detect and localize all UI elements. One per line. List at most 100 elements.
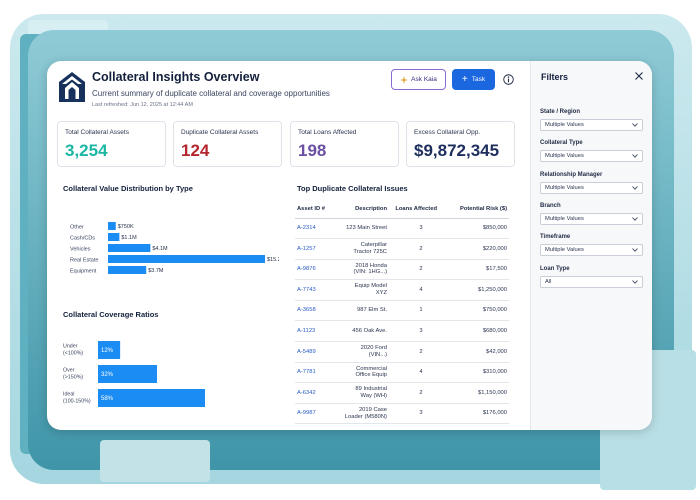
asset-id-cell[interactable]: A-5489 bbox=[295, 341, 333, 363]
duplicate-issues-table: Asset ID # Description Loans Affected Po… bbox=[295, 201, 509, 425]
category-label: (<100%) bbox=[63, 351, 83, 357]
column-header-loans-affected[interactable]: Loans Affected bbox=[389, 201, 439, 219]
asset-id-cell[interactable]: A-2314 bbox=[295, 218, 333, 240]
loans-affected-cell: 2 bbox=[389, 341, 439, 363]
filter-select[interactable]: Multiple Values bbox=[540, 150, 643, 162]
loans-affected-cell: 2 bbox=[389, 382, 439, 404]
filter-select[interactable]: All bbox=[540, 276, 643, 288]
filter-select[interactable]: Multiple Values bbox=[540, 213, 643, 225]
loans-affected-cell: 3 bbox=[389, 320, 439, 343]
category-label: Ideal bbox=[63, 392, 75, 398]
filter-select[interactable]: Multiple Values bbox=[540, 244, 643, 256]
table-row[interactable]: A-2314 123 Main Street 3 $850,000 bbox=[295, 218, 509, 240]
data-label: $4.1M bbox=[152, 246, 168, 252]
table-row[interactable]: A-9876 2018 Honda (VIN: 1HG...) 2 $17,500 bbox=[295, 259, 509, 281]
description-cell: Commercial Office Equip bbox=[333, 362, 389, 384]
category-label: Under bbox=[63, 344, 78, 350]
loans-affected-cell: 4 bbox=[389, 279, 439, 301]
column-header-potential-risk[interactable]: Potential Risk ($) bbox=[439, 201, 509, 219]
bar[interactable] bbox=[98, 341, 121, 359]
bar[interactable] bbox=[108, 222, 116, 230]
kpi-card-excess-collateral: Excess Collateral Opp. $9,872,345 bbox=[406, 121, 515, 167]
asset-id-cell[interactable]: A-7781 bbox=[295, 362, 333, 384]
loans-affected-cell: 2 bbox=[389, 259, 439, 281]
filter-select-value: Multiple Values bbox=[545, 247, 584, 253]
asset-id-cell[interactable]: A-6342 bbox=[295, 382, 333, 404]
asset-id-cell[interactable]: A-1123 bbox=[295, 320, 333, 343]
table-row[interactable]: A-1123 456 Oak Ave. 3 $680,000 bbox=[295, 320, 509, 343]
potential-risk-cell: $1,250,000 bbox=[439, 279, 509, 301]
table-row[interactable]: A-9987 2019 Case Loader (M580N) 3 $176,000 bbox=[295, 403, 509, 425]
kpi-card-total-assets: Total Collateral Assets 3,254 bbox=[57, 121, 166, 167]
chevron-down-icon bbox=[632, 280, 638, 284]
potential-risk-cell: $220,000 bbox=[439, 238, 509, 260]
bar[interactable] bbox=[108, 233, 120, 241]
info-icon[interactable] bbox=[503, 74, 514, 85]
filter-label: Timeframe bbox=[540, 234, 571, 240]
ask-kaia-button[interactable]: Ask Kaia bbox=[391, 69, 446, 90]
kpi-label: Excess Collateral Opp. bbox=[414, 129, 481, 136]
bar[interactable] bbox=[98, 365, 158, 383]
filter-select[interactable]: Multiple Values bbox=[540, 182, 643, 194]
dashboard-main: Collateral Insights Overview Current sum… bbox=[47, 61, 530, 430]
category-label: (>150%) bbox=[63, 375, 83, 381]
sparkle-icon bbox=[400, 75, 409, 84]
potential-risk-cell: $680,000 bbox=[439, 320, 509, 343]
potential-risk-cell: $850,000 bbox=[439, 218, 509, 240]
chevron-down-icon bbox=[632, 217, 638, 221]
description-cell: 123 Main Street bbox=[333, 218, 389, 240]
arrow-logo-icon bbox=[59, 72, 85, 102]
asset-id-cell[interactable]: A-1257 bbox=[295, 238, 333, 260]
asset-id-cell[interactable]: A-7743 bbox=[295, 279, 333, 301]
add-task-button[interactable]: + Task bbox=[452, 69, 495, 90]
background-decoration bbox=[100, 440, 210, 482]
filter-group: State / Region Multiple Values bbox=[540, 109, 643, 131]
filter-label: State / Region bbox=[540, 109, 581, 115]
kpi-label: Total Loans Affected bbox=[298, 129, 357, 136]
ask-kaia-label: Ask Kaia bbox=[411, 76, 437, 83]
filter-select[interactable]: Multiple Values bbox=[540, 119, 643, 131]
duplicate-issues-title: Top Duplicate Collateral Issues bbox=[297, 184, 408, 193]
potential-risk-cell: $17,500 bbox=[439, 259, 509, 281]
kpi-value: $9,872,345 bbox=[414, 141, 500, 160]
table-row[interactable]: A-3658 987 Elm St. 1 $750,000 bbox=[295, 300, 509, 322]
description-cell: 987 Elm St. bbox=[333, 300, 389, 322]
filter-select-value: Multiple Values bbox=[545, 216, 584, 222]
close-icon[interactable] bbox=[634, 71, 644, 81]
table-row[interactable]: A-1257 Caterpillar Tractor 725C 2 $220,000 bbox=[295, 238, 509, 260]
bar[interactable] bbox=[108, 266, 147, 274]
kpi-card-duplicate-assets: Duplicate Collateral Assets 124 bbox=[173, 121, 282, 167]
bar[interactable] bbox=[108, 244, 151, 252]
bar[interactable] bbox=[108, 255, 265, 263]
potential-risk-cell: $1,150,000 bbox=[439, 382, 509, 404]
data-label: $750K bbox=[118, 224, 134, 230]
description-cell: 456 Oak Ave. bbox=[333, 320, 389, 343]
table-row[interactable]: A-6342 89 Industrial Way (WH) 2 $1,150,000 bbox=[295, 382, 509, 404]
table-row[interactable]: A-7743 Equip Model XYZ 4 $1,250,000 bbox=[295, 279, 509, 301]
asset-id-cell[interactable]: A-9987 bbox=[295, 403, 333, 425]
kpi-label: Total Collateral Assets bbox=[65, 129, 129, 136]
loans-affected-cell: 1 bbox=[389, 300, 439, 322]
filter-group: Collateral Type Multiple Values bbox=[540, 140, 643, 162]
potential-risk-cell: $176,000 bbox=[439, 403, 509, 425]
column-header-description[interactable]: Description bbox=[333, 201, 389, 219]
table-row[interactable]: A-5489 2020 Ford (VIN...) 2 $42,000 bbox=[295, 341, 509, 363]
bar[interactable] bbox=[98, 389, 205, 407]
task-label: Task bbox=[471, 76, 486, 83]
page-title: Collateral Insights Overview bbox=[92, 70, 260, 84]
data-label: 32% bbox=[101, 372, 114, 378]
data-label: $15.2M bbox=[267, 257, 279, 263]
description-cell: 89 Industrial Way (WH) bbox=[333, 382, 389, 404]
potential-risk-cell: $750,000 bbox=[439, 300, 509, 322]
coverage-ratios-title: Collateral Coverage Ratios bbox=[63, 310, 159, 319]
chevron-down-icon bbox=[632, 123, 638, 127]
data-label: $1.1M bbox=[121, 235, 137, 241]
asset-id-cell[interactable]: A-9876 bbox=[295, 259, 333, 281]
data-label: $3.7M bbox=[148, 268, 164, 274]
filter-label: Branch bbox=[540, 203, 561, 209]
data-label: 58% bbox=[101, 396, 114, 402]
column-header-asset-id[interactable]: Asset ID # bbox=[295, 201, 333, 219]
asset-id-cell[interactable]: A-3658 bbox=[295, 300, 333, 322]
table-row[interactable]: A-7781 Commercial Office Equip 4 $310,000 bbox=[295, 362, 509, 384]
filter-group: Branch Multiple Values bbox=[540, 203, 643, 225]
